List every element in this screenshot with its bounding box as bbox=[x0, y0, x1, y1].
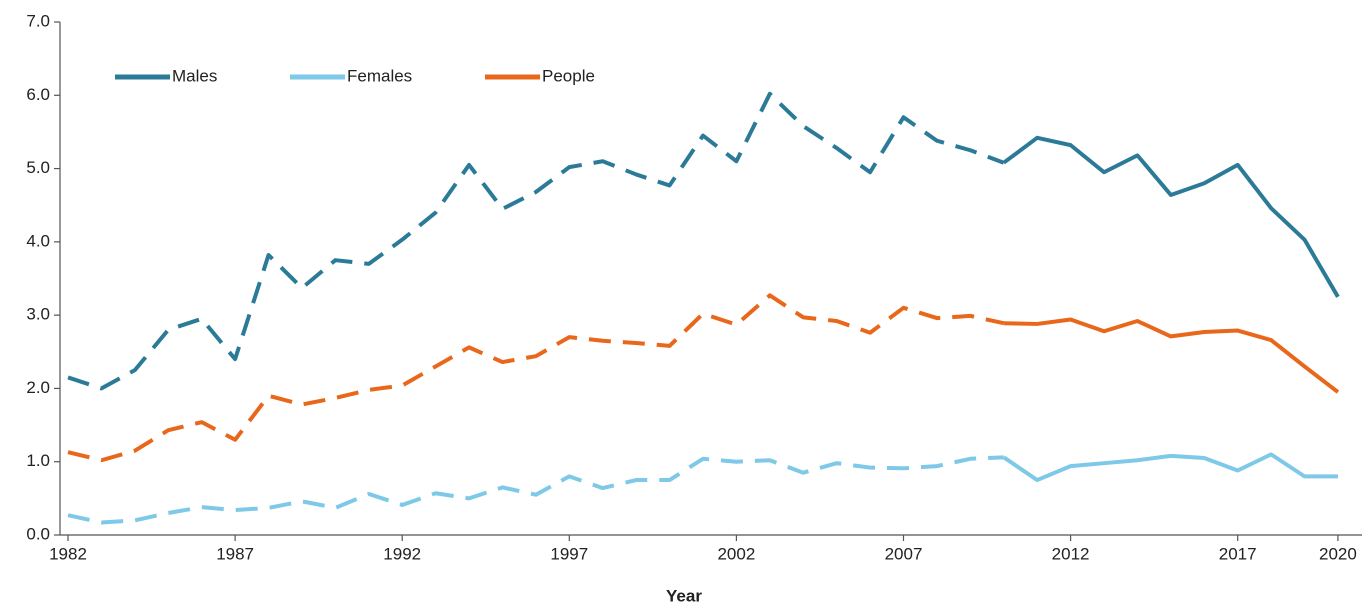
line-dashed bbox=[67, 293, 1005, 463]
y-tick-label: 2.0 bbox=[26, 378, 50, 397]
line-solid bbox=[1002, 135, 1340, 298]
y-tick-label: 5.0 bbox=[26, 158, 50, 177]
x-axis-label: Year bbox=[666, 586, 702, 605]
x-tick-label: 1987 bbox=[216, 544, 254, 563]
x-tick-label: 1997 bbox=[550, 544, 588, 563]
y-tick-label: 3.0 bbox=[26, 305, 50, 324]
legend-label: Males bbox=[172, 66, 217, 85]
y-tick-label: 4.0 bbox=[26, 231, 50, 250]
x-tick-label: 2007 bbox=[885, 544, 923, 563]
line-solid bbox=[1003, 317, 1340, 394]
x-tick-label: 2012 bbox=[1052, 544, 1090, 563]
x-tick-label: 1982 bbox=[49, 544, 87, 563]
line-dashed bbox=[67, 91, 1005, 391]
y-tick-label: 7.0 bbox=[26, 11, 50, 30]
y-tick-label: 0.0 bbox=[26, 524, 50, 543]
legend-label: People bbox=[542, 66, 595, 85]
x-tick-label: 2020 bbox=[1319, 544, 1357, 563]
legend-label: Females bbox=[347, 66, 412, 85]
x-tick-label: 2002 bbox=[717, 544, 755, 563]
y-tick-label: 6.0 bbox=[26, 85, 50, 104]
x-tick-label: 1992 bbox=[383, 544, 421, 563]
y-tick-label: 1.0 bbox=[26, 451, 50, 470]
line-dashed bbox=[67, 455, 1004, 525]
line-solid bbox=[1002, 452, 1338, 483]
x-tick-label: 2017 bbox=[1219, 544, 1257, 563]
